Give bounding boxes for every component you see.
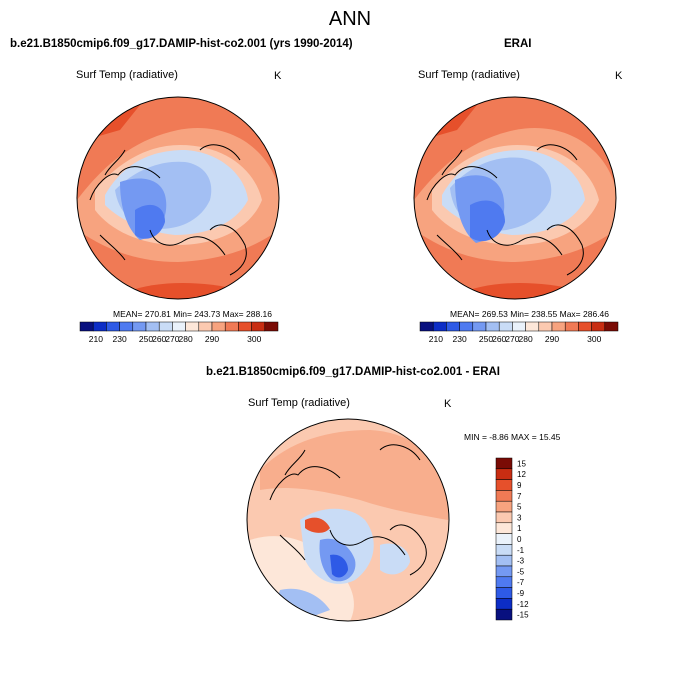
colorbar-swatch <box>432 321 447 332</box>
colorbar-tick-label: 290 <box>205 334 219 344</box>
panel-1-variable: Surf Temp (radiative) <box>76 69 178 81</box>
colorbar-swatch <box>106 321 120 332</box>
colorbar-swatch <box>238 321 252 332</box>
colorbar-swatch <box>591 321 606 332</box>
panel-2-title: ERAI <box>504 38 532 50</box>
colorbar-swatch <box>198 321 213 332</box>
colorbar-tick-label: 250 <box>139 334 153 344</box>
colorbar-tick-label: 12 <box>517 470 526 479</box>
colorbar-swatch <box>498 321 513 332</box>
panel-1-stats: MEAN= 270.81 Min= 243.73 Max= 288.16 <box>113 309 273 319</box>
colorbar-swatch <box>495 544 513 556</box>
colorbar-tick-label: 270 <box>505 334 519 344</box>
panel-1-map <box>77 97 279 299</box>
panel-3-stats: MIN = -8.86 MAX = 15.45 <box>464 432 561 442</box>
colorbar-swatch <box>172 321 186 332</box>
colorbar-swatch <box>551 321 566 332</box>
panel-2-map <box>414 97 616 299</box>
colorbar-swatch <box>495 511 513 524</box>
colorbar-tick-label: 280 <box>519 334 533 344</box>
colorbar-tick-label: -15 <box>517 611 529 620</box>
panel-3-title: b.e21.B1850cmip6.f09_g17.DAMIP-hist-co2.… <box>206 366 501 378</box>
colorbar-tick-label: 5 <box>517 503 522 512</box>
colorbar-swatch <box>495 490 513 502</box>
colorbar-swatch <box>79 321 94 332</box>
colorbar-swatch <box>495 587 513 599</box>
colorbar-swatch <box>419 321 434 332</box>
colorbar-tick-label: 15 <box>517 459 526 468</box>
colorbar-tick-label: 210 <box>89 334 103 344</box>
colorbar-swatch <box>224 321 239 332</box>
colorbar-swatch <box>538 321 553 332</box>
colorbar-swatch <box>495 565 513 578</box>
panel-2-colorbar: 210 230 250 260 270 280 290 300 <box>419 321 619 344</box>
colorbar-swatch <box>495 500 513 513</box>
colorbar-tick-label: 7 <box>517 492 522 501</box>
colorbar-swatch <box>525 321 540 332</box>
colorbar-tick-label: 230 <box>453 334 467 344</box>
colorbar-tick-label: 230 <box>113 334 127 344</box>
colorbar-tick-label: 1 <box>517 524 522 533</box>
panel-3-map-border <box>246 418 450 622</box>
colorbar-swatch <box>119 321 134 332</box>
colorbar-tick-label: 250 <box>479 334 493 344</box>
colorbar-tick-label: 9 <box>517 481 522 490</box>
colorbar-swatch <box>495 479 513 491</box>
colorbar-swatch <box>485 321 500 332</box>
colorbar-swatch <box>158 321 173 332</box>
colorbar-swatch <box>211 321 226 332</box>
colorbar-tick-label: -3 <box>517 557 525 566</box>
colorbar-tick-label: -12 <box>517 600 529 609</box>
colorbar-swatch <box>495 598 513 610</box>
colorbar-swatch <box>495 468 513 480</box>
panel-1-colorbar: 210 230 250 260 270 280 290 300 <box>79 321 279 344</box>
page-title: ANN <box>328 8 372 30</box>
colorbar-tick-label: 270 <box>165 334 179 344</box>
colorbar-swatch <box>604 321 619 332</box>
colorbar-swatch <box>495 608 513 621</box>
colorbar-swatch <box>459 321 474 332</box>
colorbar-swatch <box>495 576 513 588</box>
colorbar-tick-label: 290 <box>545 334 559 344</box>
colorbar-swatch <box>145 321 160 332</box>
colorbar-tick-label: 300 <box>247 334 261 344</box>
panel-2-variable: Surf Temp (radiative) <box>418 69 520 81</box>
colorbar-tick-label: 260 <box>492 334 506 344</box>
colorbar-tick-label: 300 <box>587 334 601 344</box>
colorbar-tick-label: 280 <box>179 334 193 344</box>
colorbar-swatch <box>578 321 592 332</box>
colorbar-tick-label: 260 <box>152 334 166 344</box>
panel-1-map-border <box>76 96 280 300</box>
panel-1-title: b.e21.B1850cmip6.f09_g17.DAMIP-hist-co2.… <box>10 38 353 50</box>
colorbar-swatch <box>564 321 579 332</box>
colorbar-tick-label: -7 <box>517 578 525 587</box>
colorbar-swatch <box>92 321 107 332</box>
colorbar-swatch <box>251 321 266 332</box>
colorbar-swatch <box>495 533 513 545</box>
colorbar-swatch <box>472 321 487 332</box>
colorbar-swatch <box>264 321 279 332</box>
colorbar-tick-label: -9 <box>517 589 525 598</box>
panel-2-units: K <box>615 70 623 82</box>
colorbar-swatch <box>495 522 513 534</box>
colorbar-tick-label: -5 <box>517 567 525 576</box>
colorbar-swatch <box>512 321 526 332</box>
colorbar-swatch <box>446 321 460 332</box>
colorbar-tick-label: 210 <box>429 334 443 344</box>
colorbar-swatch <box>185 321 200 332</box>
colorbar-tick-label: 0 <box>517 535 522 544</box>
panel-1-units: K <box>274 70 282 82</box>
colorbar-tick-label: 3 <box>517 513 522 522</box>
panel-3-map <box>247 419 449 621</box>
panel-2-map-border <box>413 96 617 300</box>
colorbar-swatch <box>495 554 513 567</box>
panel-3-variable: Surf Temp (radiative) <box>248 397 350 409</box>
colorbar-swatch <box>132 321 147 332</box>
colorbar-tick-label: -1 <box>517 546 525 555</box>
panel-2-stats: MEAN= 269.53 Min= 238.55 Max= 286.46 <box>450 309 610 319</box>
panel-3-units: K <box>444 398 452 410</box>
panel-3-colorbar: 15 12 9 7 53 1 0 -1 -3-5 -7 -9 -12 -15 <box>495 457 529 621</box>
colorbar-swatch <box>495 457 513 470</box>
